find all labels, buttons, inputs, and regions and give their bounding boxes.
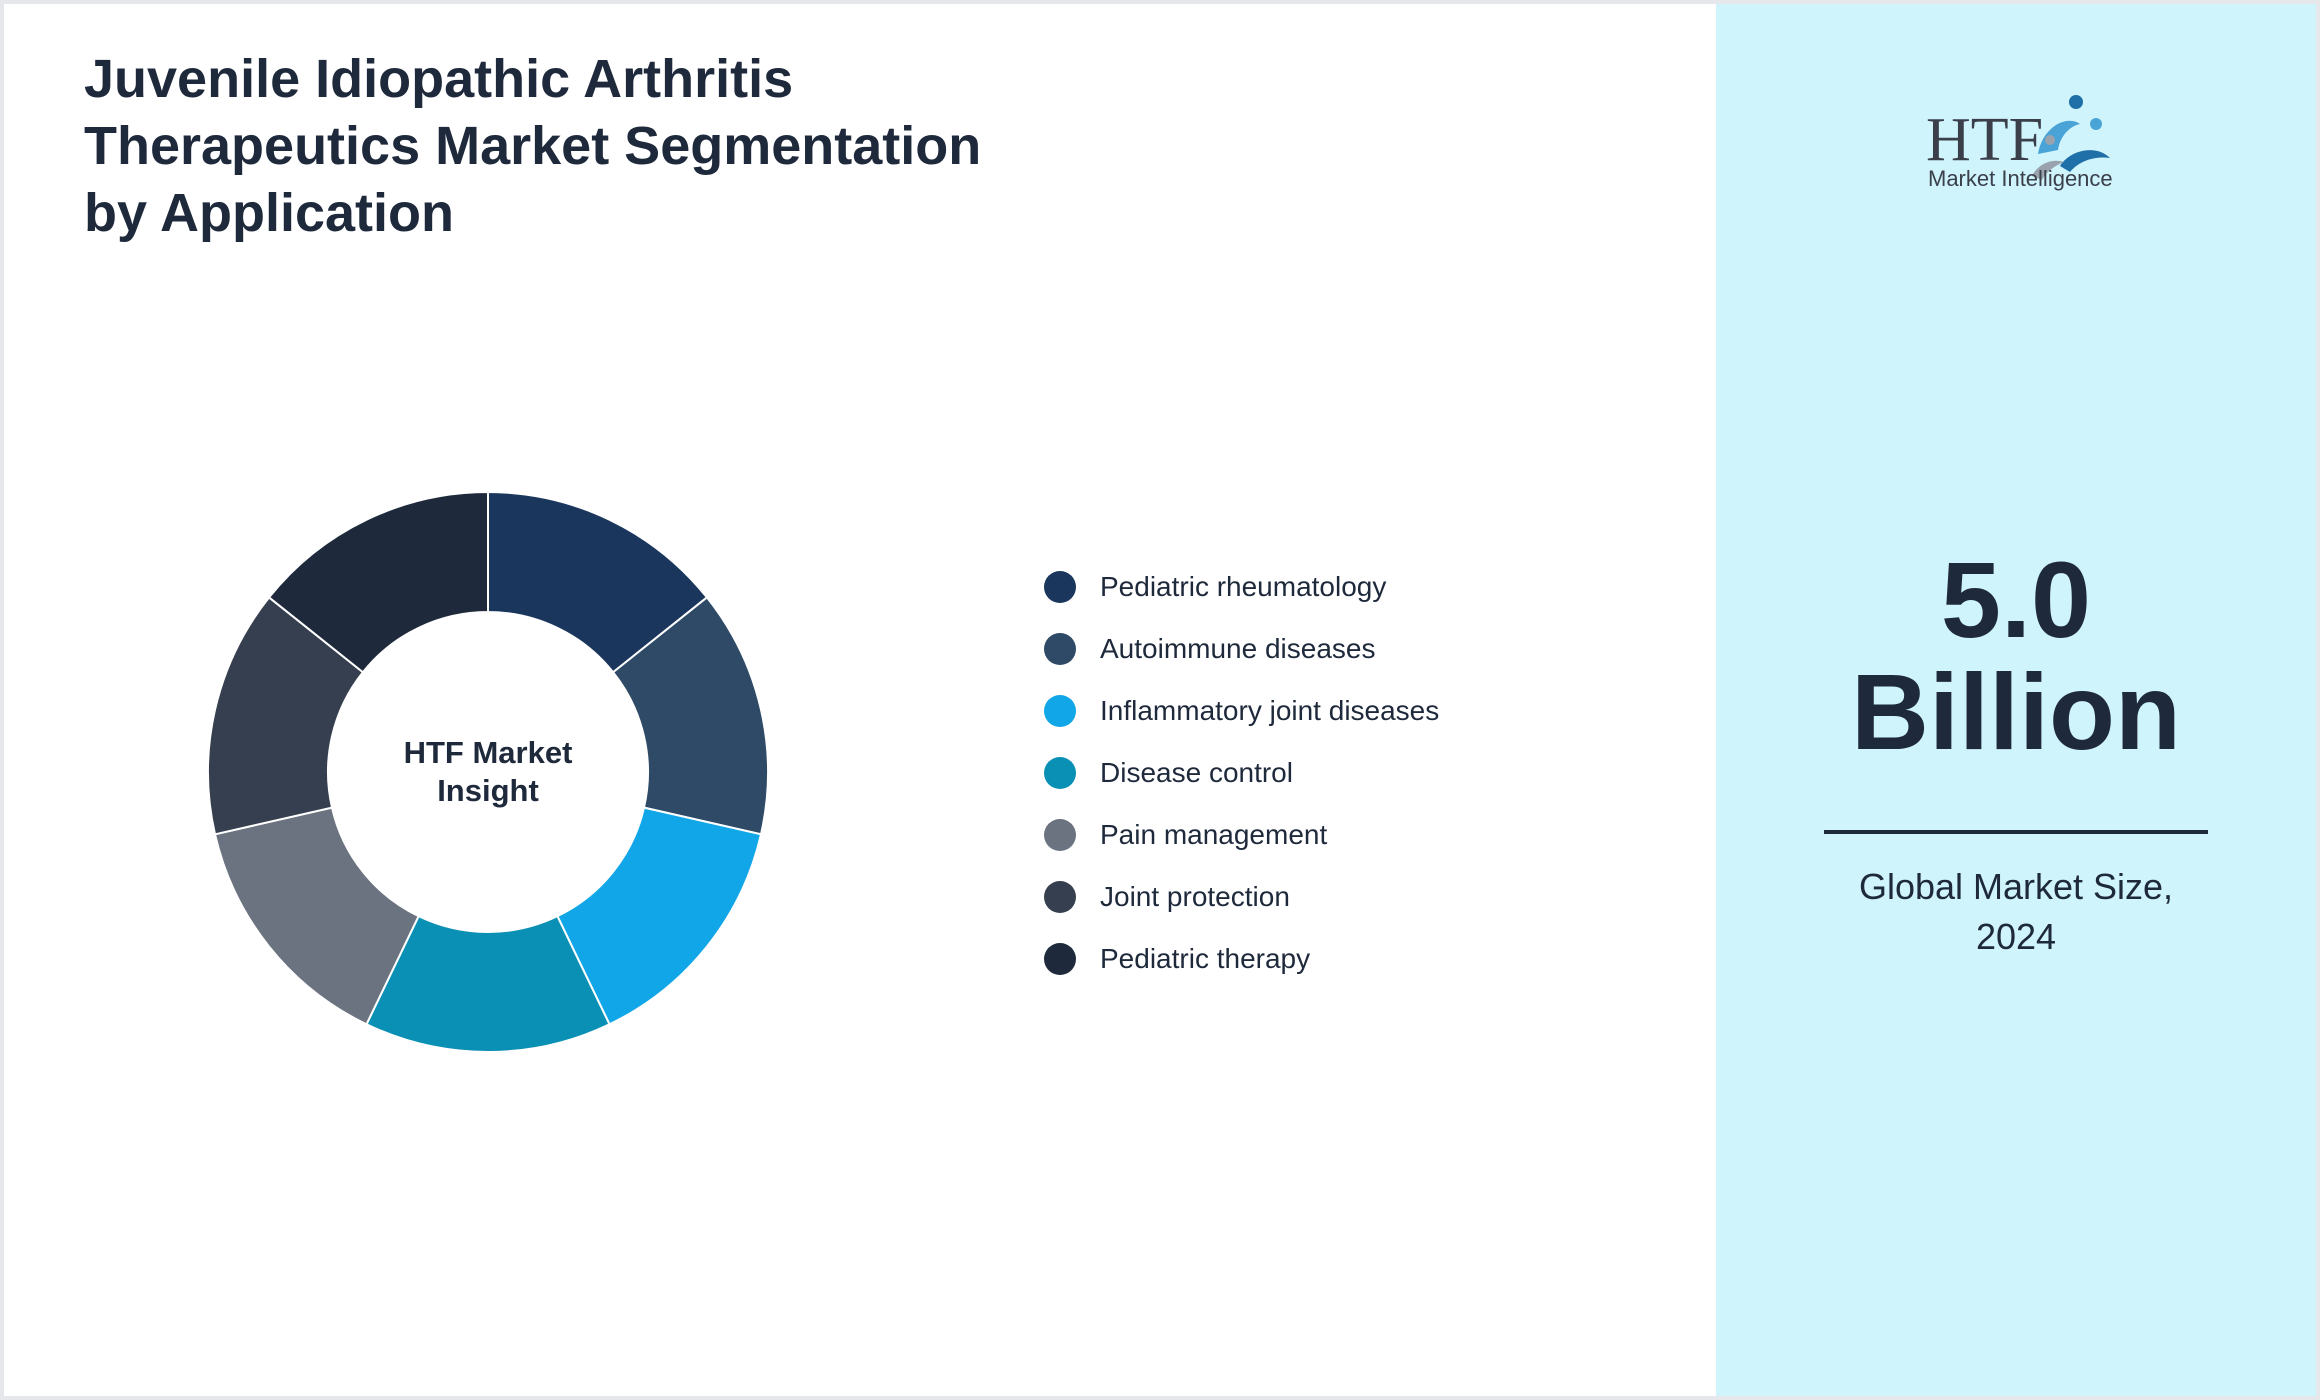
legend-item: Joint protection [1044,866,1564,928]
svg-text:HTF: HTF [1926,106,2043,174]
legend-swatch [1044,881,1076,913]
legend-label: Disease control [1100,757,1293,788]
title-line-2: Therapeutics Market Segmentation [84,116,982,176]
title-line-3: by Application [84,183,455,243]
legend-swatch [1044,819,1076,851]
chart-legend: Pediatric rheumatology Autoimmune disease… [1044,556,1564,990]
legend-swatch [1044,943,1076,975]
svg-text:Market Intelligence: Market Intelligence [1928,166,2113,191]
legend-label: Joint protection [1100,881,1290,912]
donut-slice-joint-protection [207,596,365,836]
legend-label: Autoimmune diseases [1100,633,1376,664]
market-size-number: 5.0 [1940,539,2092,660]
divider-line [1824,830,2208,834]
legend-item: Autoimmune diseases [1044,618,1564,680]
legend-item: Pediatric rheumatology [1044,556,1564,618]
donut-chart-svg [207,490,769,1053]
legend-label: Pediatric rheumatology [1100,571,1387,602]
legend-item: Pediatric therapy [1044,928,1564,990]
market-size-panel: HTF Market Intelligence 5.0 Billion Glob… [1716,4,2316,1396]
caption-line-2: 2024 [1975,916,2057,957]
legend-swatch [1044,571,1076,603]
donut-slice-disease-control [365,914,611,1053]
market-size-value: 5.0 Billion [1716,544,2316,768]
market-size-caption: Global Market Size, 2024 [1776,862,2256,962]
legend-item: Disease control [1044,742,1564,804]
donut-slice-pediatric-therapy [267,490,489,674]
legend-item: Inflammatory joint diseases [1044,680,1564,742]
legend-label: Inflammatory joint diseases [1100,695,1440,726]
donut-slice-pain-management [213,806,420,1026]
main-panel: Juvenile Idiopathic Arthritis Therapeuti… [4,4,1716,1396]
logo-figures-icon [2032,95,2110,180]
donut-slice-pediatric-rheumatology [487,490,709,674]
htf-logo: HTF Market Intelligence [1926,95,2113,191]
caption-line-1: Global Market Size, [1858,866,2174,907]
legend-swatch [1044,695,1076,727]
legend-item: Pain management [1044,804,1564,866]
legend-label: Pain management [1100,819,1328,850]
page-title: Juvenile Idiopathic Arthritis Therapeuti… [84,46,1084,247]
legend-swatch [1044,633,1076,665]
donut-slice-autoimmune-diseases [611,596,769,836]
market-size-unit: Billion [1851,651,2181,772]
legend-label: Pediatric therapy [1100,943,1311,974]
title-line-1: Juvenile Idiopathic Arthritis [84,49,794,109]
donut-chart: HTF Market Insight [200,484,776,1060]
donut-slice-inflammatory-joint-diseases [556,806,763,1026]
legend-swatch [1044,757,1076,789]
